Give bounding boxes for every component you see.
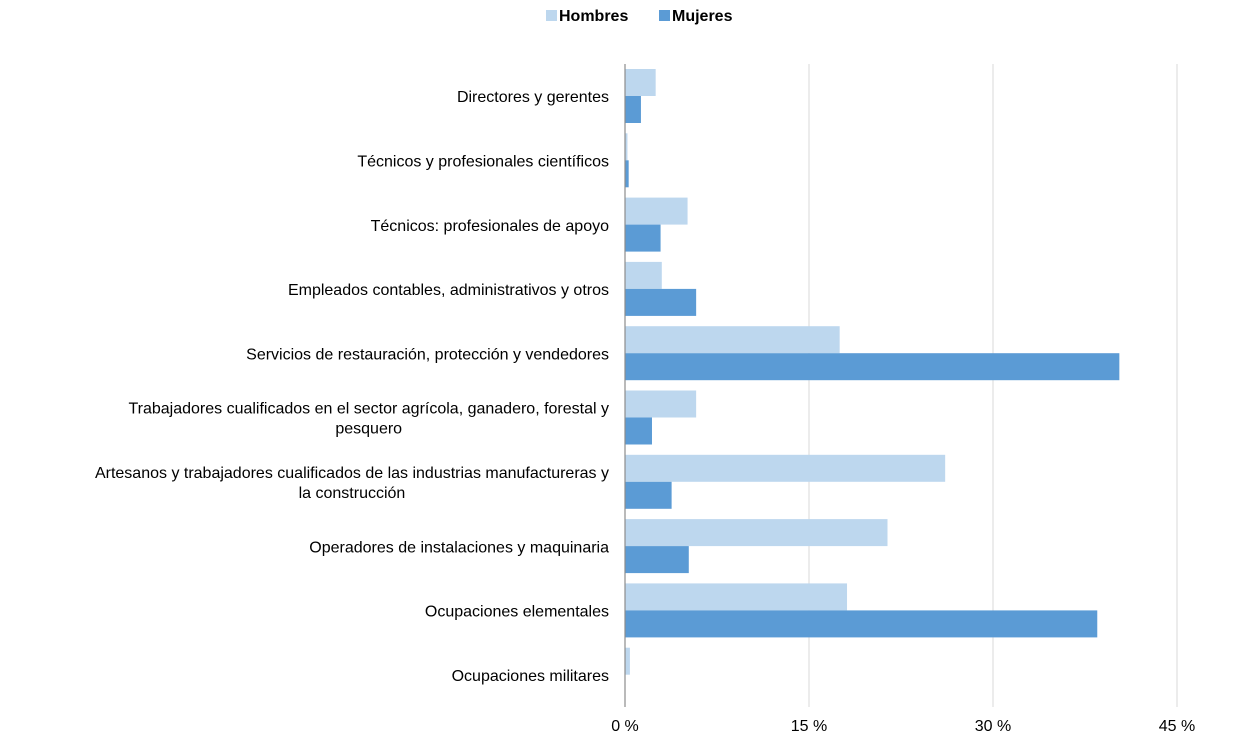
category-label-line: Artesanos y trabajadores cualificados de… (95, 465, 609, 482)
category-label-0: Directores y gerentes (457, 89, 609, 106)
category-label-1: Técnicos y profesionales científicos (357, 153, 609, 170)
legend-swatch-mujeres (659, 10, 670, 21)
bar-hombres-3 (625, 261, 662, 289)
category-label-6: Artesanos y trabajadores cualificados de… (95, 465, 609, 502)
bars (625, 69, 1120, 675)
bar-hombres-7 (625, 519, 888, 547)
bar-hombres-4 (625, 326, 840, 354)
category-label-4: Servicios de restauración, protección y … (246, 346, 609, 363)
tick-label-15: 15 % (791, 718, 827, 735)
tick-label-30: 30 % (975, 718, 1011, 735)
category-label-line: Ocupaciones elementales (425, 604, 609, 621)
legend-label-mujeres: Mujeres (672, 8, 733, 25)
bar-mujeres-3 (625, 288, 697, 316)
tick-label-0: 0 % (611, 718, 639, 735)
category-label-8: Ocupaciones elementales (425, 604, 609, 621)
category-label-line: Técnicos y profesionales científicos (357, 153, 609, 170)
category-label-line: Operadores de instalaciones y maquinaria (309, 539, 609, 556)
category-label-line: Técnicos: profesionales de apoyo (371, 218, 609, 235)
bar-mujeres-1 (625, 160, 629, 188)
bar-mujeres-4 (625, 353, 1120, 381)
bar-mujeres-6 (625, 481, 672, 509)
category-label-line: Trabajadores cualificados en el sector a… (128, 401, 609, 418)
tick-label-45: 45 % (1159, 718, 1195, 735)
bar-hombres-1 (625, 133, 628, 161)
bar-mujeres-5 (625, 417, 652, 445)
bar-hombres-0 (625, 69, 656, 96)
category-label-2: Técnicos: profesionales de apoyo (371, 218, 609, 235)
bar-hombres-2 (625, 197, 688, 225)
category-label-7: Operadores de instalaciones y maquinaria (309, 539, 609, 556)
category-label-line: Directores y gerentes (457, 89, 609, 106)
bar-mujeres-0 (625, 96, 641, 123)
legend-swatch-hombres (546, 10, 557, 21)
category-label-9: Ocupaciones militares (452, 668, 609, 685)
tick-labels: 0 % 15 % 30 % 45 % (611, 718, 1195, 735)
bar-hombres-8 (625, 583, 848, 611)
category-label-line: Ocupaciones militares (452, 668, 609, 685)
bar-mujeres-2 (625, 224, 661, 252)
bar-hombres-9 (625, 647, 630, 675)
bar-hombres-5 (625, 390, 697, 418)
legend: Hombres Mujeres (546, 8, 733, 25)
legend-label-hombres: Hombres (559, 8, 628, 25)
bar-mujeres-7 (625, 546, 689, 574)
bar-mujeres-8 (625, 610, 1098, 638)
category-label-5: Trabajadores cualificados en el sector a… (128, 401, 609, 438)
category-label-line: pesquero (335, 421, 402, 438)
bar-hombres-6 (625, 454, 946, 482)
category-label-line: la construcción (299, 485, 406, 502)
category-labels: Directores y gerentes Técnicos y profesio… (95, 89, 609, 685)
category-label-line: Empleados contables, administrativos y o… (288, 282, 609, 299)
category-label-line: Servicios de restauración, protección y … (246, 346, 609, 363)
category-label-3: Empleados contables, administrativos y o… (288, 282, 609, 299)
